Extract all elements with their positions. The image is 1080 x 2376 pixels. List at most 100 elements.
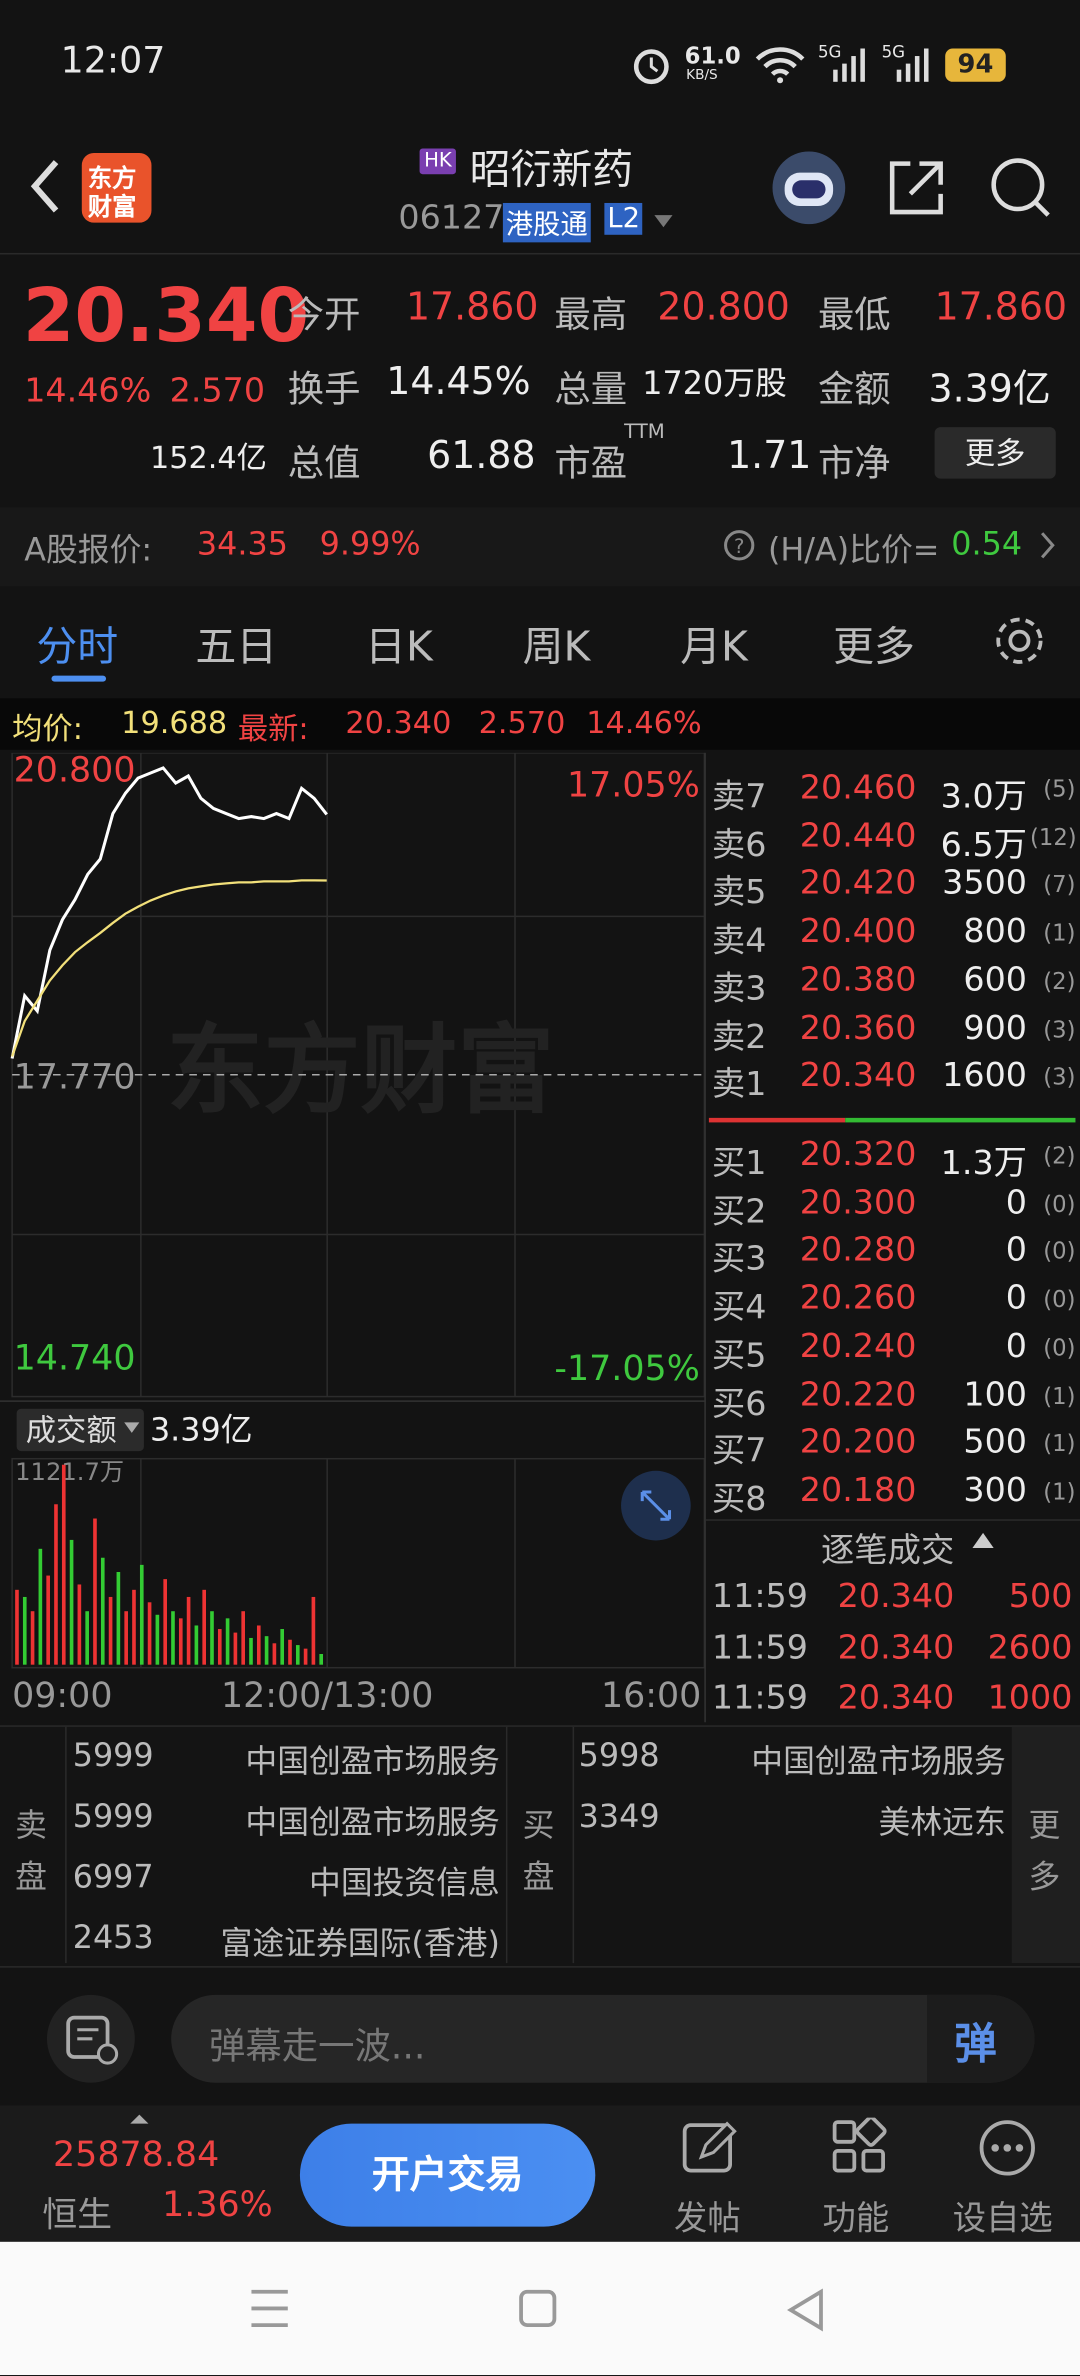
book-volume: 3.0万 xyxy=(940,778,1027,817)
volume-bar xyxy=(256,1625,261,1665)
network-2: 5G xyxy=(881,42,906,63)
tab[interactable]: 日K xyxy=(365,624,433,672)
level-tag: L2 xyxy=(604,202,643,235)
book-volume: 1600 xyxy=(942,1057,1027,1096)
search-button[interactable] xyxy=(988,155,1055,222)
more-brokers[interactable]: 更多 xyxy=(1028,1807,1061,1895)
change: 2.570 xyxy=(169,372,266,411)
help-icon[interactable]: ? xyxy=(723,529,756,562)
action[interactable]: 设自选 xyxy=(952,2200,1053,2239)
book-split-green xyxy=(845,1117,1076,1123)
trade-price: 20.340 xyxy=(837,1679,955,1718)
trade-button[interactable]: 开户交易 xyxy=(299,2123,596,2227)
volume-bar xyxy=(108,1596,113,1665)
more-column xyxy=(1011,1726,1080,1964)
volume-bar xyxy=(30,1611,35,1665)
settings-button[interactable] xyxy=(992,613,1047,668)
broker-name: 美林远东 xyxy=(878,1804,1006,1841)
volume-bar xyxy=(194,1625,199,1665)
back-button[interactable] xyxy=(23,156,68,217)
broker-name: 中国创盈市场服务 xyxy=(245,1743,500,1780)
volume-tick-label: 1121.7万 xyxy=(15,1458,124,1486)
volume-label: 成交额 xyxy=(26,1414,117,1449)
book-count: (2) xyxy=(1043,1142,1076,1170)
sell-brokers-label: 卖盘 xyxy=(15,1807,47,1895)
comment-placeholder: 弹幕走一波... xyxy=(209,2025,426,2068)
volume-bar xyxy=(38,1548,43,1665)
book-volume: 900 xyxy=(963,1009,1027,1048)
danmaku-icon xyxy=(66,2015,119,2065)
latest-change: 2.570 xyxy=(478,704,566,741)
chevron[interactable] xyxy=(1039,530,1057,560)
share-button[interactable] xyxy=(883,155,950,222)
action[interactable]: 功能 xyxy=(822,2200,890,2239)
book-label: 买1 xyxy=(711,1145,767,1184)
book-count: (2) xyxy=(1043,967,1076,995)
trade-time: 11:59 xyxy=(711,1629,808,1667)
ha-ratio-label: (H/A)比价= xyxy=(767,531,940,569)
tab[interactable]: 周K xyxy=(522,624,591,672)
trade-time: 11:59 xyxy=(711,1679,808,1718)
stat-value: 152.4亿 xyxy=(149,439,267,476)
ha-ratio: 0.54 xyxy=(951,525,1023,562)
index-value[interactable]: 25878.84 xyxy=(53,2135,220,2176)
sort-caret xyxy=(972,1532,994,1549)
book-label: 买8 xyxy=(711,1481,767,1520)
signal-icons xyxy=(833,48,929,82)
book-price: 20.300 xyxy=(799,1184,917,1222)
y-tick-label: 20.800 xyxy=(14,753,136,791)
x-tick-label: 09:00 xyxy=(12,1676,112,1716)
stock-code: 06127 xyxy=(398,199,505,238)
stat-value: 14.45% xyxy=(386,358,531,403)
book-label: 卖6 xyxy=(711,826,767,865)
broker-id: 5999 xyxy=(72,1737,154,1774)
volume-bar xyxy=(311,1596,316,1665)
battery: 94 xyxy=(945,48,1006,82)
tab[interactable]: 分时 xyxy=(36,624,119,672)
send-button[interactable] xyxy=(927,1994,1035,2083)
trade-price: 20.340 xyxy=(837,1578,955,1617)
trade-price: 20.340 xyxy=(837,1629,955,1667)
book-price: 20.400 xyxy=(799,913,917,952)
comment-input[interactable] xyxy=(171,1994,1035,2083)
y2-tick-label: 17.05% xyxy=(567,766,700,806)
price-line xyxy=(10,766,328,1059)
volume-bar xyxy=(116,1571,121,1665)
volume-bar xyxy=(217,1629,222,1665)
volume-bar xyxy=(241,1611,246,1665)
book-volume: 300 xyxy=(963,1472,1027,1511)
more-button[interactable]: 更多 xyxy=(934,427,1056,479)
stat-value: 17.860 xyxy=(405,284,539,329)
dropdown-icon[interactable] xyxy=(651,212,675,230)
wifi-icon xyxy=(755,47,805,84)
stat-label-sup: TTM xyxy=(624,421,665,444)
system-nav xyxy=(0,2241,1080,2376)
volume-bar xyxy=(132,1589,136,1665)
action[interactable]: 发帖 xyxy=(674,2200,741,2239)
volume-frame xyxy=(11,1457,706,1669)
tools-icon xyxy=(832,2117,887,2173)
book-price: 20.440 xyxy=(799,817,917,856)
robot-icon[interactable] xyxy=(769,148,848,227)
nav-buttons[interactable] xyxy=(242,2280,848,2341)
book-volume: 0 xyxy=(1005,1232,1027,1270)
latest-price: 20.340 xyxy=(345,704,452,741)
a-share-bar xyxy=(0,507,1080,587)
broker-id: 5999 xyxy=(72,1797,154,1835)
book-price: 20.240 xyxy=(799,1328,917,1366)
tab[interactable]: 五日 xyxy=(195,624,278,672)
volume-bar xyxy=(225,1618,230,1665)
avg-price: 19.688 xyxy=(121,704,228,741)
divider xyxy=(704,752,706,1723)
broker-id: 5998 xyxy=(578,1737,660,1774)
tab[interactable]: 更多 xyxy=(833,624,915,672)
divider xyxy=(0,252,1080,255)
volume-bar xyxy=(85,1611,89,1665)
volume-bar xyxy=(171,1611,175,1665)
broker-id: 2453 xyxy=(72,1919,154,1956)
stat-value: 17.860 xyxy=(934,284,1068,329)
tab[interactable]: 月K xyxy=(680,624,748,672)
trade-time: 11:59 xyxy=(711,1578,808,1617)
a-share-change: 9.99% xyxy=(319,525,421,562)
